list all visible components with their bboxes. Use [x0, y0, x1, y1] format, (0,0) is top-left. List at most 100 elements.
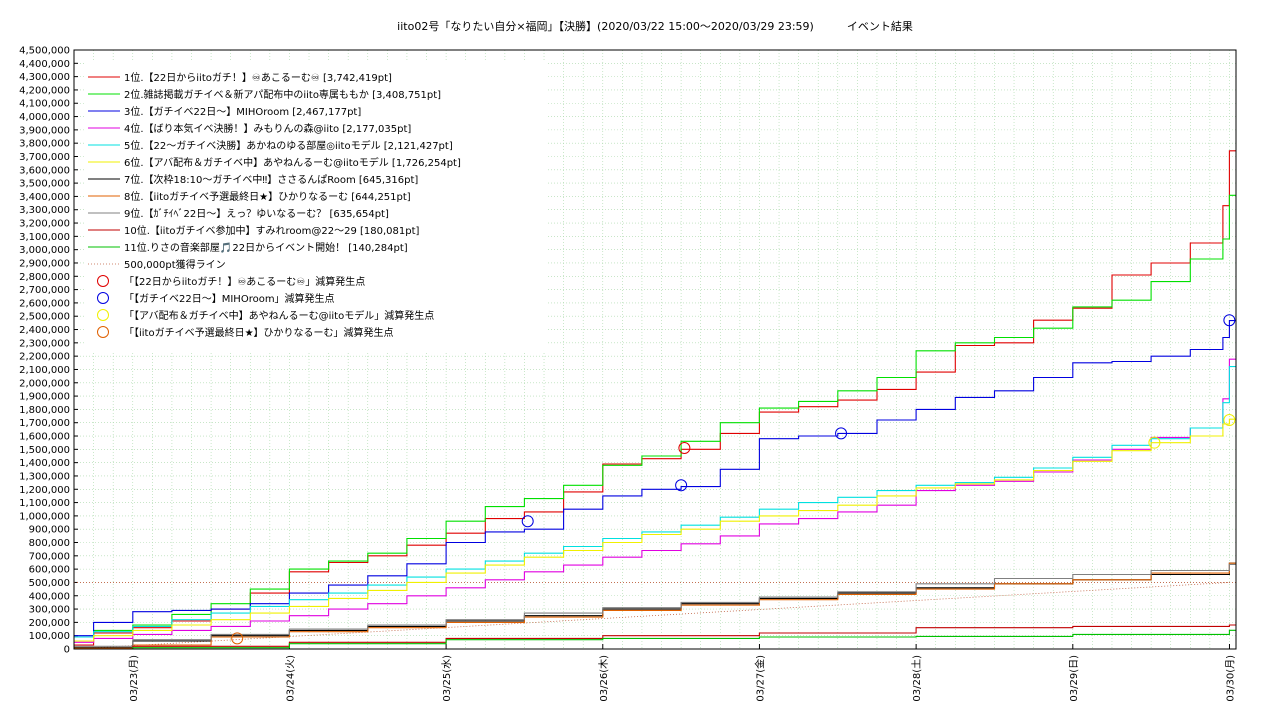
y-tick-label: 1,000,000 — [19, 511, 70, 522]
series-line-7 — [74, 562, 1236, 649]
series-line-4 — [74, 358, 1236, 643]
legend-swatch-marker-3 — [97, 309, 109, 321]
series-line-2 — [74, 194, 1236, 638]
x-tick-label: 03/25(水) — [441, 655, 453, 702]
y-tick-label: 3,100,000 — [19, 232, 70, 243]
y-tick-label: 1,900,000 — [19, 392, 70, 403]
y-tick-label: 3,700,000 — [19, 152, 70, 163]
legend: 1位.【22日からiitoガチ！】♾あこるーむ♾ [3,742,419pt] 2位… — [88, 71, 461, 339]
y-tick-label: 1,100,000 — [19, 498, 70, 509]
series-line-3 — [74, 320, 1236, 637]
y-tick-label: 1,800,000 — [19, 405, 70, 416]
decrease-point-marker-4 — [231, 632, 244, 645]
chart-title: iito02号「なりたい自分×福岡」【決勝】(2020/03/22 15:00〜… — [397, 19, 913, 33]
series-line-11 — [74, 629, 1236, 650]
y-tick-label: 4,300,000 — [19, 72, 70, 83]
decrease-point-marker-3 — [1148, 436, 1161, 449]
y-tick-label: 3,900,000 — [19, 125, 70, 136]
legend-label-series-4: 4位.【ばり本気イベ決勝！】みもりんの森@iito [2,177,035pt] — [124, 122, 411, 135]
y-tick-label: 3,400,000 — [19, 192, 70, 203]
legend-label-series-6: 6位.【アバ配布＆ガチイベ中】あやねんるーむ@iitoモデル [1,726,25… — [124, 156, 461, 169]
y-tick-label: 2,700,000 — [19, 285, 70, 296]
y-tick-label: 900,000 — [29, 525, 70, 536]
legend-label-series-8: 8位.【iitoガチイベ予選最終日★】ひかりなるーむ [644,251pt] — [124, 190, 411, 203]
legend-label-series-10: 10位.【iitoガチイベ参加中】すみれroom@22〜29 [180,081p… — [124, 224, 420, 237]
y-tick-label: 600,000 — [29, 565, 70, 576]
legend-label-series-5: 5位.【22〜ガチイベ決勝】あかねのゆる部屋◎iitoモデル [2,121,42… — [124, 139, 453, 152]
legend-label-reference: 500,000pt獲得ライン — [124, 258, 226, 271]
series-line-10 — [74, 624, 1236, 650]
reference-pace-line — [73, 582, 1230, 650]
decrease-point-marker-2 — [1223, 314, 1236, 327]
y-tick-label: 4,200,000 — [19, 85, 70, 96]
plot-frame — [73, 49, 1237, 650]
y-tick-label: 200,000 — [29, 618, 70, 629]
x-tick-label: 03/28(土) — [910, 655, 923, 702]
legend-label-series-2: 2位.雑誌掲載ガチイベ＆新アパ配布中のiito専属ももか [3,408,751p… — [124, 88, 441, 101]
legend-swatch-marker-1 — [97, 275, 109, 287]
y-tick-label: 1,400,000 — [19, 458, 70, 469]
y-tick-label: 400,000 — [29, 591, 70, 602]
y-tick-label: 2,100,000 — [19, 365, 70, 376]
y-tick-label: 4,000,000 — [19, 112, 70, 123]
legend-label-marker-4: 「【iitoガチイベ予選最終日★】ひかりなるーむ」減算発生点 — [124, 326, 394, 339]
series-layer — [74, 150, 1236, 650]
x-tick-label: 03/24(火) — [284, 655, 296, 702]
y-tick-label: 100,000 — [29, 631, 70, 642]
x-tick-label: 03/26(木) — [598, 655, 610, 702]
y-tick-label: 3,800,000 — [19, 139, 70, 150]
decrease-point-marker-1 — [678, 442, 691, 455]
y-tick-label: 4,500,000 — [19, 46, 70, 57]
y-tick-label: 1,600,000 — [19, 432, 70, 443]
y-tick-label: 700,000 — [29, 551, 70, 562]
y-tick-label: 2,900,000 — [19, 258, 70, 269]
y-tick-label: 800,000 — [29, 538, 70, 549]
legend-swatch-marker-2 — [97, 292, 109, 304]
legend-label-marker-3: 「【アバ配布＆ガチイベ中】あやねんるーむ@iitoモデル」減算発生点 — [124, 309, 434, 322]
y-tick-label: 2,500,000 — [19, 312, 70, 323]
x-tick-label: 03/30(月) — [1224, 655, 1236, 702]
decrease-point-marker-2 — [521, 515, 534, 528]
marker-layer — [231, 314, 1236, 645]
series-line-5 — [74, 366, 1236, 638]
legend-label-marker-2: 「【ガチイベ22日〜】MIHOroom」減算発生点 — [124, 292, 335, 305]
x-tick-label: 03/23(月) — [128, 655, 140, 702]
y-tick-label: 1,700,000 — [19, 418, 70, 429]
y-tick-label: 2,600,000 — [19, 298, 70, 309]
reference-line — [73, 582, 1236, 650]
legend-label-marker-1: 「【22日からiitoガチ！】♾あこるーむ♾」減算発生点 — [124, 275, 365, 288]
decrease-point-marker-2 — [835, 427, 848, 440]
legend-label-series-1: 1位.【22日からiitoガチ！】♾あこるーむ♾ [3,742,419pt] — [124, 71, 392, 84]
y-tick-label: 0 — [64, 645, 70, 656]
x-tick-label: 03/27(金) — [753, 655, 766, 702]
y-tick-label: 4,400,000 — [19, 59, 70, 70]
y-tick-label: 3,600,000 — [19, 165, 70, 176]
y-tick-label: 3,500,000 — [19, 179, 70, 190]
legend-label-series-9: 9位.【ｶﾞﾁｲﾍﾞ22日〜】えっ？ゆいなるーむ？ [635,654pt] — [124, 207, 389, 220]
y-tick-label: 4,100,000 — [19, 99, 70, 110]
y-tick-label: 1,500,000 — [19, 445, 70, 456]
y-tick-label: 3,200,000 — [19, 219, 70, 230]
legend-swatch-marker-4 — [97, 326, 109, 338]
y-tick-label: 2,800,000 — [19, 272, 70, 283]
y-axis: 0 100,000 200,000 300,000 400,000 500,000 600,… — [19, 46, 78, 656]
y-tick-label: 500,000 — [29, 578, 70, 589]
x-axis: 03/23(月) 03/24(火) 03/25(水) 03/26(木) 03/27(金)… — [128, 644, 1236, 702]
legend-background — [86, 62, 548, 352]
decrease-point-marker-2 — [675, 479, 688, 492]
y-tick-label: 2,300,000 — [19, 338, 70, 349]
y-tick-label: 1,200,000 — [19, 485, 70, 496]
y-tick-label: 2,000,000 — [19, 378, 70, 389]
y-tick-label: 2,200,000 — [19, 352, 70, 363]
decrease-point-marker-3 — [1223, 414, 1236, 427]
y-tick-label: 2,400,000 — [19, 325, 70, 336]
y-tick-label: 1,300,000 — [19, 471, 70, 482]
series-line-6 — [74, 418, 1236, 642]
y-tick-label: 3,000,000 — [19, 245, 70, 256]
series-line-9 — [74, 563, 1236, 647]
legend-label-series-7: 7位.【次枠18:10〜ガチイベ中‼】ささるんぱRoom [645,316pt] — [124, 173, 418, 186]
y-tick-label: 300,000 — [29, 605, 70, 616]
legend-label-series-3: 3位.【ガチイベ22日〜】MIHOroom [2,467,177pt] — [124, 105, 361, 118]
x-tick-label: 03/29(日) — [1069, 655, 1080, 702]
